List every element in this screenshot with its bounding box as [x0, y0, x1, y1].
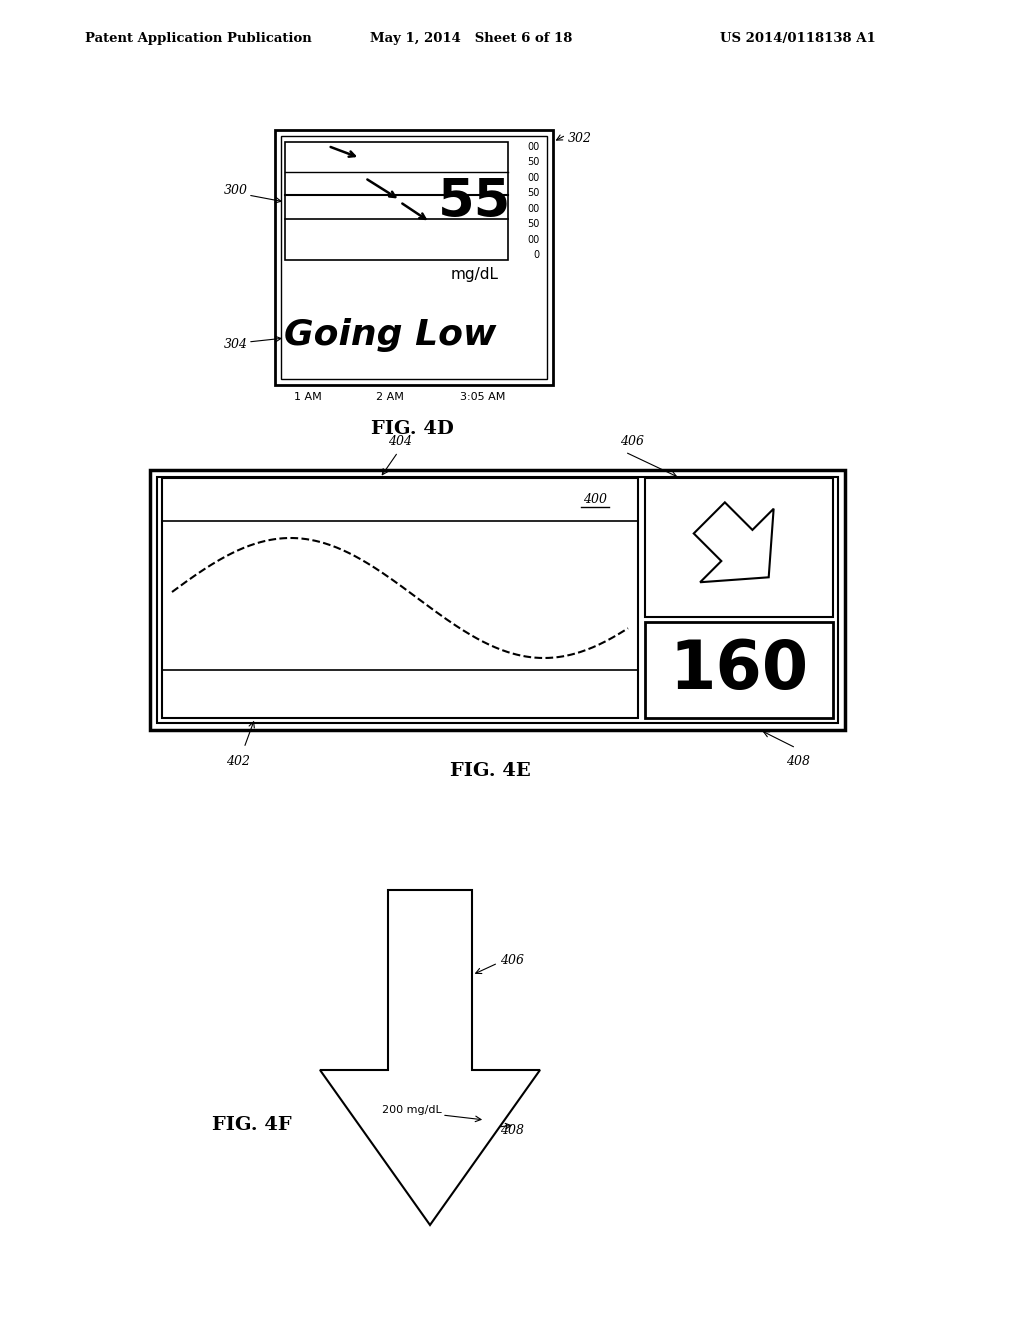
- Polygon shape: [693, 503, 774, 582]
- Text: May 1, 2014   Sheet 6 of 18: May 1, 2014 Sheet 6 of 18: [370, 32, 572, 45]
- Text: 402: 402: [226, 755, 250, 768]
- Text: 00: 00: [527, 143, 540, 152]
- Bar: [645, 478, 833, 618]
- Bar: [285, 143, 508, 260]
- Text: 2 AM: 2 AM: [376, 392, 403, 403]
- Bar: [275, 129, 553, 385]
- Text: 50: 50: [527, 219, 540, 230]
- Text: 408: 408: [500, 1123, 524, 1137]
- Text: 0: 0: [534, 249, 540, 260]
- Text: 3:05 AM: 3:05 AM: [461, 392, 506, 403]
- Bar: [281, 136, 547, 379]
- Text: 404: 404: [388, 436, 412, 447]
- Text: 200 mg/dL: 200 mg/dL: [382, 1105, 442, 1115]
- Text: 304: 304: [224, 338, 248, 351]
- Text: Patent Application Publication: Patent Application Publication: [85, 32, 311, 45]
- Text: 406: 406: [500, 953, 524, 966]
- Text: US 2014/0118138 A1: US 2014/0118138 A1: [720, 32, 876, 45]
- Text: 55: 55: [438, 176, 512, 228]
- Text: 00: 00: [527, 173, 540, 183]
- Text: FIG. 4F: FIG. 4F: [212, 1115, 292, 1134]
- Text: mg/dL: mg/dL: [451, 268, 499, 282]
- Text: FIG. 4E: FIG. 4E: [450, 762, 530, 780]
- Bar: [150, 470, 845, 730]
- Text: 406: 406: [620, 436, 644, 447]
- Text: 00: 00: [527, 203, 540, 214]
- Text: 00: 00: [527, 235, 540, 244]
- Text: 1 AM: 1 AM: [294, 392, 322, 403]
- Text: 50: 50: [527, 157, 540, 168]
- Text: 408: 408: [786, 755, 810, 768]
- Text: 302: 302: [568, 132, 592, 145]
- Bar: [157, 477, 838, 723]
- Text: 400: 400: [583, 494, 607, 506]
- Text: 300: 300: [224, 183, 248, 197]
- Text: 50: 50: [527, 189, 540, 198]
- Text: 160: 160: [670, 638, 809, 704]
- Text: Going Low: Going Low: [284, 318, 497, 352]
- Text: FIG. 4D: FIG. 4D: [371, 420, 454, 438]
- Polygon shape: [319, 890, 540, 1225]
- Bar: [162, 478, 638, 718]
- Bar: [645, 622, 833, 718]
